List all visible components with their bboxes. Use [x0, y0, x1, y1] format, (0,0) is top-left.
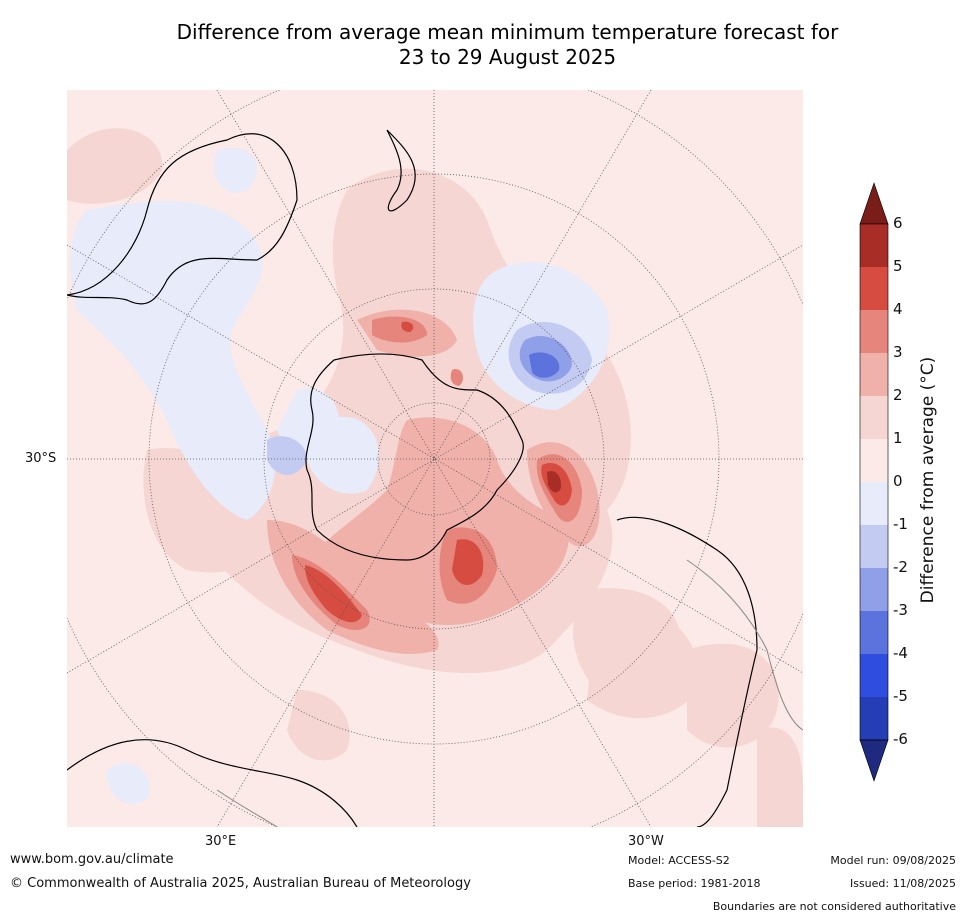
border-line — [686, 559, 803, 731]
anomaly-patch — [401, 321, 414, 332]
colorbar-tick-label: -6 — [893, 730, 908, 748]
anomaly-field — [67, 128, 803, 827]
anomaly-patch — [267, 520, 439, 654]
colorbar-bin — [860, 611, 888, 654]
colorbar-bin — [860, 482, 888, 525]
footer-copyright: © Commonwealth of Australia 2025, Austra… — [10, 876, 471, 891]
colorbar-frame — [859, 223, 889, 741]
colorbar-bin — [860, 697, 888, 740]
anomaly-patch — [687, 643, 779, 748]
colorbar-bin — [860, 396, 888, 439]
colorbar-bin — [860, 267, 888, 310]
lon-label-30w: 30°W — [628, 834, 664, 849]
colorbar-tick-label: 6 — [893, 214, 903, 232]
anomaly-patch — [307, 416, 379, 494]
footer-disclaimer: Boundaries are not considered authoritat… — [712, 900, 956, 913]
colorbar-title: Difference from average (°C) — [918, 356, 938, 604]
colorbar-tick-label: 0 — [893, 472, 903, 490]
polar-map — [67, 90, 803, 827]
antarctica-coast — [305, 353, 524, 561]
title-line-1: Difference from average mean minimum tem… — [176, 20, 839, 44]
colorbar-bin — [860, 525, 888, 568]
colorbar-tick-label: 5 — [893, 257, 903, 275]
anomaly-patch — [267, 436, 307, 475]
colorbar-extend-low — [859, 739, 889, 782]
lat-label-30s: 30°S — [25, 451, 57, 466]
colorbar-bin — [860, 353, 888, 396]
graticule — [67, 90, 803, 827]
colorbar-tick-label: -1 — [893, 515, 908, 533]
border-line — [216, 789, 278, 827]
colorbar-tick-label: 3 — [893, 343, 903, 361]
colorbar-tick-label: 2 — [893, 386, 903, 404]
australia-coast — [67, 133, 298, 305]
footer-base-period: Base period: 1981-2018 — [628, 877, 761, 890]
footer-issued: Issued: 11/08/2025 — [849, 877, 956, 890]
country-borders — [216, 559, 803, 827]
colorbar-bin — [860, 439, 888, 482]
colorbar-tick-label: -4 — [893, 644, 908, 662]
colorbar — [855, 180, 895, 789]
anomaly-patch — [107, 763, 150, 804]
colorbar-bin — [860, 310, 888, 353]
colorbar-tick-label: -5 — [893, 687, 908, 705]
title-line-2: 23 to 29 August 2025 — [398, 45, 617, 69]
anomaly-patch — [452, 539, 484, 586]
anomaly-patch — [305, 565, 362, 623]
footer-model-run: Model run: 09/08/2025 — [830, 854, 956, 867]
map-canvas — [67, 90, 803, 827]
map-title: Difference from average mean minimum tem… — [60, 20, 955, 70]
anomaly-patch — [214, 148, 257, 193]
footer-model: Model: ACCESS-S2 — [628, 854, 730, 867]
anomaly-patch — [529, 352, 560, 378]
coastlines — [67, 129, 758, 827]
footer-url[interactable]: www.bom.gov.au/climate — [10, 852, 174, 867]
anomaly-patch — [67, 128, 163, 204]
anomaly-patch — [372, 316, 427, 343]
colorbar-bin — [860, 224, 888, 267]
anomaly-patch — [317, 417, 569, 625]
colorbar-tick-label: -3 — [893, 601, 908, 619]
lon-label-30e: 30°E — [205, 834, 237, 849]
colorbar-extend-high — [859, 182, 889, 225]
colorbar-tick-label: 4 — [893, 300, 903, 318]
colorbar-bin — [860, 654, 888, 697]
south-america-coast — [616, 516, 758, 827]
africa-coast — [67, 739, 358, 827]
anomaly-patch — [287, 690, 350, 761]
anomaly-patch — [450, 368, 463, 386]
anomaly-patch — [70, 201, 276, 520]
colorbar-tick-label: -2 — [893, 558, 908, 576]
colorbar-graphic — [859, 182, 889, 782]
anomaly-patch — [547, 471, 562, 493]
colorbar-tick-label: 1 — [893, 429, 903, 447]
new-zealand-coast — [386, 129, 416, 212]
anomaly-patch — [587, 608, 699, 719]
anomaly-patch — [757, 727, 803, 827]
colorbar-bin — [860, 568, 888, 611]
